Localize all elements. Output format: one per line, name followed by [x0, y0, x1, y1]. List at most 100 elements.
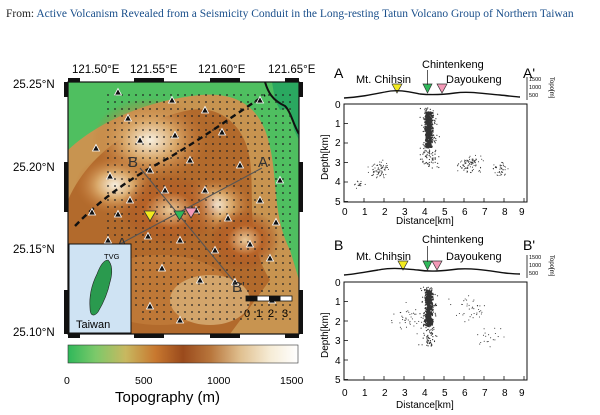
hypocenter	[431, 139, 434, 141]
grid-point	[268, 129, 270, 131]
grid-point	[261, 129, 263, 131]
grid-point	[226, 150, 228, 152]
grid-point	[128, 220, 130, 222]
hypocenter	[429, 292, 432, 295]
grid-point	[149, 101, 151, 103]
grid-point	[233, 101, 235, 103]
hypocenter	[372, 171, 375, 173]
grid-point	[163, 185, 165, 187]
hypocenter	[430, 299, 432, 302]
hypocenter	[432, 297, 434, 299]
grid-point	[163, 178, 165, 180]
grid-point	[289, 115, 291, 117]
grid-point	[170, 178, 172, 180]
station-marker	[145, 301, 155, 310]
hypocenter	[384, 168, 386, 170]
hypocenter	[414, 313, 416, 315]
grid-point	[261, 234, 263, 236]
hypocenter	[432, 159, 434, 161]
hypocenter	[430, 317, 432, 319]
grid-point	[142, 241, 144, 243]
hypocenter	[425, 322, 427, 324]
grid-point	[261, 318, 263, 320]
hypocenter	[425, 303, 427, 305]
grid-point	[107, 143, 109, 145]
grid-point	[191, 262, 193, 264]
hypocenter	[464, 161, 466, 163]
hypocenter	[430, 143, 432, 145]
hypocenter	[431, 324, 434, 326]
grid-point	[156, 94, 158, 96]
station-marker	[245, 239, 255, 248]
grid-point	[205, 129, 207, 131]
grid-point	[142, 213, 144, 215]
hypocenter	[430, 329, 432, 331]
hypocenter	[429, 340, 431, 342]
hypocenter	[434, 161, 436, 163]
hypocenter	[499, 174, 501, 177]
hypocenter	[428, 304, 431, 306]
colorbar-tick-label: 0	[64, 375, 70, 387]
hypocenter	[375, 170, 378, 172]
y-tick: 1	[335, 119, 341, 130]
grid-point	[226, 206, 228, 208]
hypocenter	[429, 294, 431, 296]
hypocenter	[433, 122, 436, 124]
grid-point	[240, 283, 242, 285]
grid-point	[254, 311, 256, 313]
grid-point	[170, 171, 172, 173]
hypocenter	[428, 323, 430, 326]
grid-point	[289, 164, 291, 166]
hypocenter	[433, 136, 436, 138]
hypocenter	[498, 171, 500, 173]
hypocenter	[435, 304, 438, 307]
grid-point	[226, 136, 228, 138]
hypocenter	[399, 326, 401, 328]
hypocenter	[429, 329, 431, 331]
grid-point	[184, 185, 186, 187]
grid-point	[198, 143, 200, 145]
hypocenter	[376, 171, 378, 173]
hypocenter	[432, 329, 434, 331]
grid-point	[177, 129, 179, 131]
grid-point	[170, 241, 172, 243]
grid-point	[114, 178, 116, 180]
grid-point	[212, 262, 214, 264]
hypocenter	[405, 311, 407, 313]
hypocenter	[407, 319, 409, 321]
hypocenter	[428, 311, 430, 313]
earthquake-hypocenters	[391, 286, 505, 348]
grid-point	[184, 255, 186, 257]
grid-point	[212, 115, 214, 117]
grid-point	[212, 234, 214, 236]
x-tick: 7	[482, 207, 488, 218]
grid-point	[233, 143, 235, 145]
station-marker	[271, 217, 281, 226]
grid-point	[254, 248, 256, 250]
grid-point	[261, 290, 263, 292]
grid-point	[240, 234, 242, 236]
grid-point	[163, 248, 165, 250]
grid-point	[135, 227, 137, 229]
grid-point	[233, 262, 235, 264]
hypocenter	[435, 137, 437, 140]
caption-title-link[interactable]: Active Volcanism Revealed from a Seismic…	[36, 8, 574, 20]
grid-point	[275, 122, 277, 124]
y-tick-labels: 0 1 2 3 4 5	[335, 278, 341, 386]
grid-point	[240, 318, 242, 320]
hypocenter	[437, 113, 439, 115]
hypocenter	[472, 162, 474, 164]
hypocenter	[502, 169, 504, 171]
axis-ticks	[343, 103, 525, 202]
hypocenter	[372, 164, 374, 166]
hypocenter	[358, 185, 360, 187]
grid-point	[163, 129, 165, 131]
grid-point	[212, 241, 214, 243]
grid-point	[135, 199, 137, 201]
grid-point	[233, 311, 235, 313]
grid-point	[219, 206, 221, 208]
station-marker	[113, 87, 123, 96]
grid-point	[121, 143, 123, 145]
hypocenter	[427, 297, 430, 300]
grid-point	[254, 185, 256, 187]
